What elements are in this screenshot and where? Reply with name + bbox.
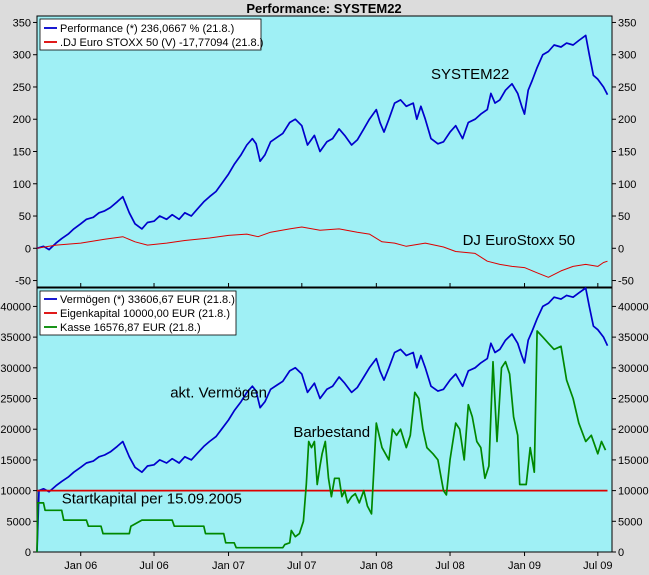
xtick-label: Jul 08 — [435, 560, 464, 572]
assets-ytick-right-label: 5000 — [618, 516, 642, 528]
performance-ytick-left-label: 150 — [13, 147, 31, 159]
performance-ytick-right-label: -50 — [618, 276, 634, 288]
performance-ytick-left-label: 0 — [25, 243, 31, 255]
assets-ytick-left-label: 20000 — [0, 424, 31, 436]
performance-ytick-right-label: 250 — [618, 82, 636, 94]
assets-legend-box — [39, 290, 237, 336]
performance-annotation: DJ EuroStoxx 50 — [463, 232, 576, 249]
xtick-label: Jan 06 — [64, 560, 97, 572]
assets-ytick-right-label: 25000 — [618, 394, 649, 406]
kasse-line — [36, 330, 607, 553]
chart-title: Performance: SYSTEM22 — [246, 1, 401, 16]
assets-ytick-left-label: 30000 — [0, 363, 31, 375]
assets-ytick-right-label: 0 — [618, 547, 624, 559]
performance-y-ticks: -50 -50 0 0 50 50 100 100 150 150 200 200 250 250 300 3… — [13, 17, 637, 287]
assets-legend: Vermögen (*) 33606,67 EUR (21.8.) Eigenk… — [39, 290, 237, 336]
performance-panel: -50 -50 0 0 50 50 100 100 150 150 200 200 250 250 300 3… — [13, 15, 637, 288]
assets-annotations: akt. Vermögen Barbestand Startkapital per … — [62, 384, 370, 507]
assets-ytick-left-label: 5000 — [7, 516, 31, 528]
assets-annotation: Startkapital per 15.09.2005 — [62, 490, 242, 507]
assets-ytick-left-label: 0 — [25, 547, 31, 559]
performance-ytick-right-label: 350 — [618, 17, 636, 29]
xtick-label: Jan 09 — [508, 560, 541, 572]
assets-series — [36, 287, 609, 553]
performance-legend: Performance (*) 236,0667 % (21.8.) .DJ E… — [39, 18, 263, 51]
legend-label-kasse: Kasse 16576,87 EUR (21.8.) — [60, 322, 201, 334]
performance-series — [36, 34, 609, 278]
assets-annotation: Barbestand — [293, 424, 370, 441]
performance-ytick-left-label: -50 — [15, 276, 31, 288]
performance-ytick-left-label: 200 — [13, 114, 31, 126]
assets-ytick-right-label: 15000 — [618, 455, 649, 467]
performance-ytick-right-label: 150 — [618, 147, 636, 159]
assets-ytick-right-label: 40000 — [618, 301, 649, 313]
xtick-label: Jul 06 — [139, 560, 168, 572]
performance-ytick-right-label: 300 — [618, 50, 636, 62]
legend-label-eigenkapital: Eigenkapital 10000,00 EUR (21.8.) — [60, 308, 230, 320]
performance-annotations: SYSTEM22 DJ EuroStoxx 50 — [431, 66, 575, 249]
x-axis-ticks: Jan 06 Jul 06 Jan 07 Jul 07 Jan 08 Jul 08 Jan … — [64, 283, 613, 572]
performance-ytick-left-label: 250 — [13, 82, 31, 94]
assets-ytick-right-label: 10000 — [618, 486, 649, 498]
performance-ytick-right-label: 200 — [618, 114, 636, 126]
assets-y-ticks: 0 0 5000 5000 10000 10000 15000 15000 20000 20000… — [0, 301, 648, 559]
performance-ytick-right-label: 50 — [618, 211, 630, 223]
assets-panel: 0 0 5000 5000 10000 10000 15000 15000 20000 20000… — [0, 287, 649, 559]
legend-label-eurostoxx: .DJ Euro STOXX 50 (V) -17,77094 (21.8.) — [60, 37, 263, 49]
performance-ytick-right-label: 0 — [618, 243, 624, 255]
vermoegen-line — [36, 287, 609, 553]
performance-ytick-right-label: 100 — [618, 179, 636, 191]
assets-ytick-left-label: 10000 — [0, 486, 31, 498]
assets-ytick-left-label: 15000 — [0, 455, 31, 467]
performance-ytick-left-label: 350 — [13, 17, 31, 29]
performance-ytick-left-label: 300 — [13, 50, 31, 62]
assets-ytick-left-label: 40000 — [0, 301, 31, 313]
assets-ytick-left-label: 25000 — [0, 394, 31, 406]
assets-ytick-right-label: 35000 — [618, 332, 649, 344]
performance-legend-box — [39, 18, 262, 51]
legend-label-performance: Performance (*) 236,0667 % (21.8.) — [60, 23, 234, 35]
performance-plot-area — [36, 15, 613, 288]
xtick-label: Jul 09 — [583, 560, 612, 572]
xtick-label: Jan 08 — [360, 560, 393, 572]
eurostoxx-line — [36, 226, 608, 278]
performance-annotation: SYSTEM22 — [431, 66, 509, 83]
xtick-label: Jul 07 — [287, 560, 316, 572]
performance-ytick-left-label: 100 — [13, 179, 31, 191]
performance-ytick-left-label: 50 — [19, 211, 31, 223]
xtick-label: Jan 07 — [212, 560, 245, 572]
assets-annotation: akt. Vermögen — [170, 384, 267, 401]
assets-ytick-left-label: 35000 — [0, 332, 31, 344]
assets-ytick-right-label: 20000 — [618, 424, 649, 436]
legend-label-vermoegen: Vermögen (*) 33606,67 EUR (21.8.) — [60, 294, 235, 306]
assets-ytick-right-label: 30000 — [618, 363, 649, 375]
performance-line — [36, 34, 609, 251]
